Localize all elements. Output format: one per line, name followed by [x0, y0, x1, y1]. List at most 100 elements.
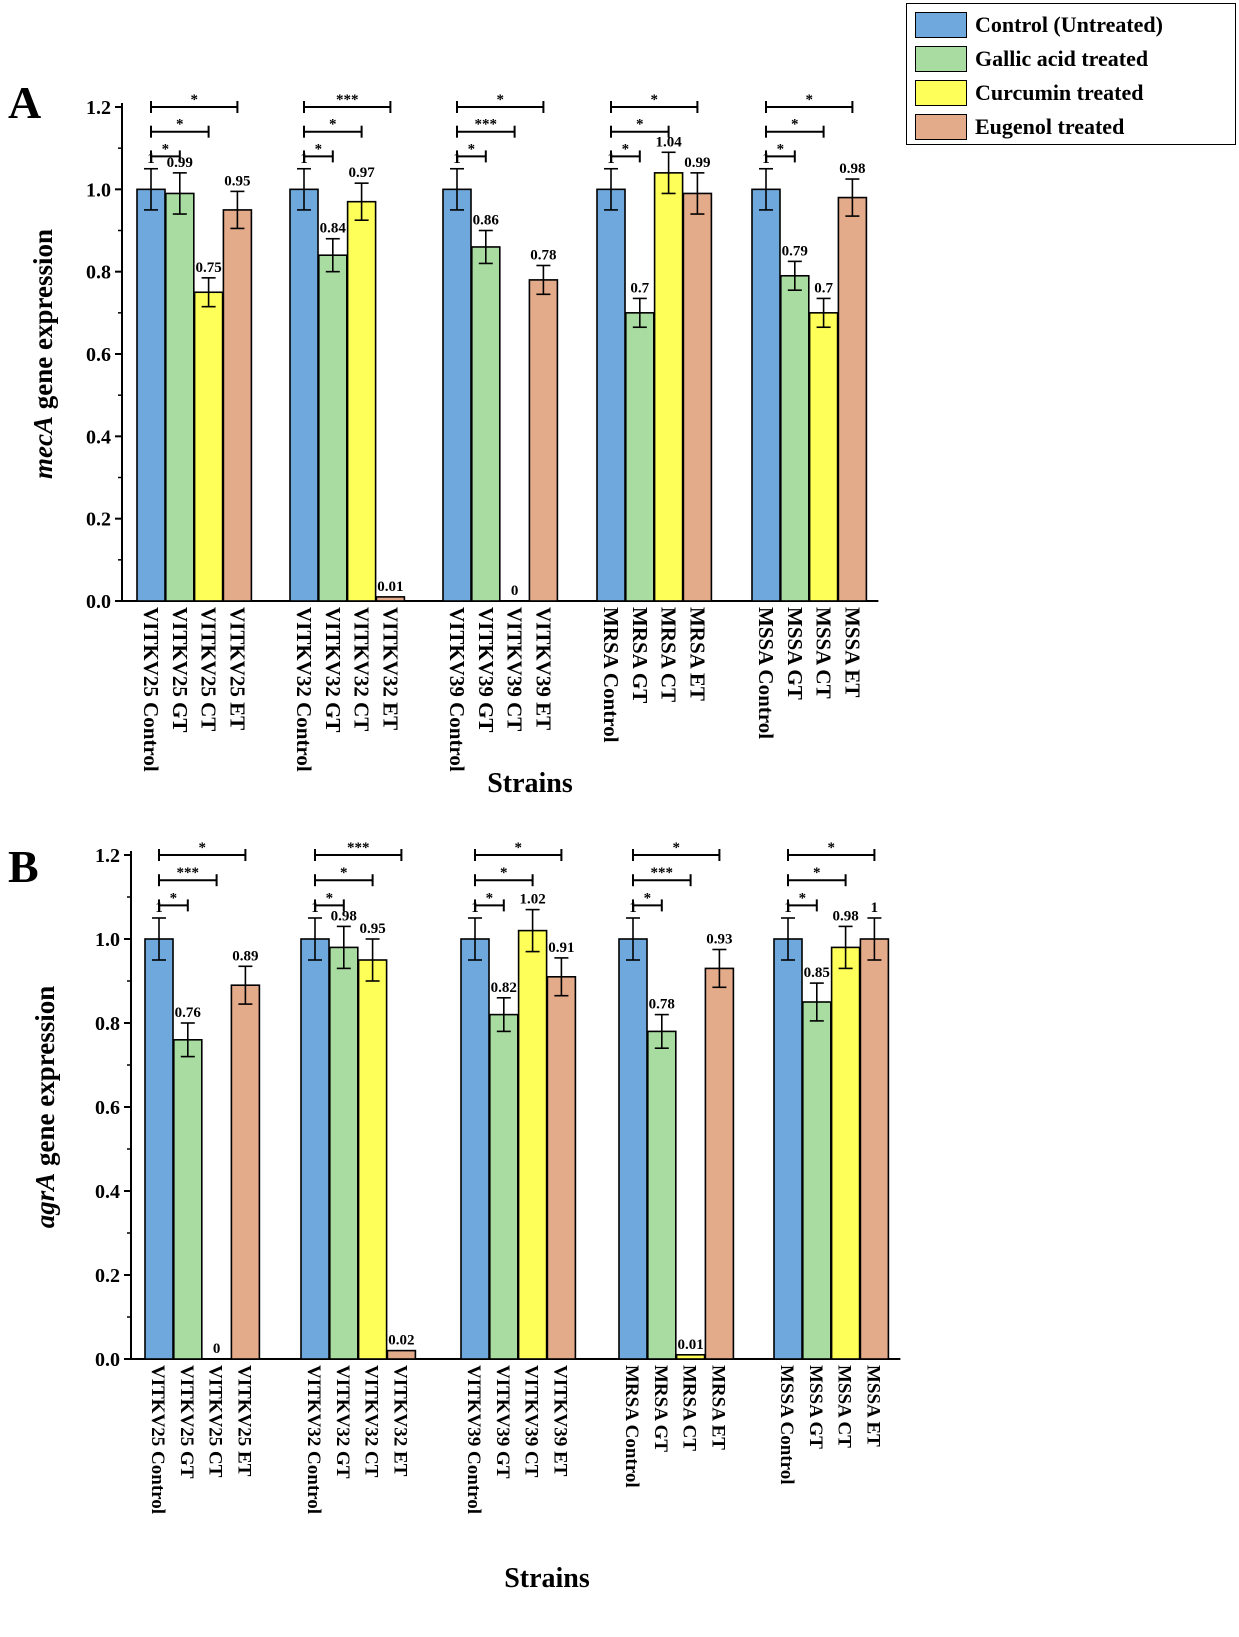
panel-b-significance-label: *** [177, 865, 200, 881]
panel-b-bar-vitkv39-ct-value-label: 1.02 [519, 892, 545, 908]
panel-a-significance-label: * [315, 141, 323, 157]
panel-a-significance-label: * [636, 117, 644, 133]
legend-label-control: Control (Untreated) [975, 12, 1163, 37]
panel-a-bar-mssa-gt [779, 274, 810, 602]
panel-b-bar-vitkv39-gt [488, 1013, 519, 1360]
panel-b-bar-vitkv39-gt-value-label: 0.82 [491, 980, 517, 996]
panel-b-significance-label: * [672, 840, 680, 856]
legend-label-curcumin: Curcumin treated [975, 80, 1144, 105]
panel-a-bar-vitkv39-ct-value-label: 0 [511, 583, 519, 599]
panel-b-bar-mssa-ct-value-label: 0.98 [832, 908, 858, 924]
panel-b-bar-vitkv25-gt [173, 1039, 203, 1360]
panel-b-x-tick-label: MRSA GT [650, 1365, 671, 1452]
panel-a-bar-mrsa-ct [653, 172, 684, 602]
panel-a-bar-vitkv32-ct-value-label: 0.97 [348, 165, 375, 181]
panel-b-y-axis-label: agrA gene expression [30, 986, 60, 1229]
panel-a-x-tick-label: MRSA GT [628, 607, 652, 703]
panel-b-bar-vitkv25-control [144, 938, 174, 1360]
panel-b-bar-vitkv39-et-value-label: 0.91 [548, 940, 574, 956]
panel-b-bar-mssa-gt-value-label: 0.85 [804, 965, 830, 981]
panel-b-x-tick-label: VITKV25 GT [176, 1365, 197, 1479]
panel-a-x-tick-label: VITKV39 GT [474, 607, 498, 732]
panel-b-bar-mssa-ct [830, 946, 861, 1360]
panel-b-y-axis-label-gene: agrA [30, 1173, 60, 1229]
panel-b-x-tick-label: MRSA CT [679, 1365, 700, 1451]
panel-a-x-tick-label: MSSA CT [812, 607, 836, 699]
panel-a-significance-label: * [777, 141, 785, 157]
panel-b-significance-label: * [486, 890, 494, 906]
panel-a-bar-vitkv39-gt-value-label: 0.86 [473, 213, 500, 229]
panel-a-bar-mssa-et [837, 196, 868, 602]
panel-a-significance-label: * [176, 117, 184, 133]
panel-a-bar-vitkv25-gt-value-label: 0.99 [167, 155, 193, 171]
panel-b-bar-mrsa-et-value-label: 0.93 [706, 932, 732, 948]
panel-b-y-axis-label-rest: gene expression [30, 986, 60, 1173]
panel-b-significance-label: * [514, 840, 522, 856]
panel-a-significance-label: *** [336, 92, 359, 108]
panel-a-bar-vitkv25-et [222, 209, 253, 602]
panel-a-bar-vitkv25-control [136, 188, 166, 602]
panel-a-y-axis-label-gene: mecA [28, 416, 58, 479]
panel-a-bar-vitkv32-gt-value-label: 0.84 [320, 221, 347, 237]
panel-a-x-tick-label: MSSA ET [840, 607, 864, 697]
panel-a-bar-mrsa-gt-value-label: 0.7 [630, 280, 649, 296]
panel-a-x-tick-label: MSSA GT [783, 607, 807, 700]
panel-b-x-tick-label: VITKV25 Control [147, 1365, 168, 1514]
legend-item-gallic: Gallic acid treated [915, 46, 1148, 72]
panel-a-bar-mrsa-control [596, 188, 626, 602]
panel-a-bar-vitkv32-control [289, 188, 319, 602]
panel-b-bar-vitkv32-et [386, 1349, 417, 1360]
panel-a-y-tick-label: 0.6 [86, 344, 111, 366]
panel-b-bar-vitkv25-gt-value-label: 0.76 [175, 1005, 202, 1021]
panel-a-y-tick-label: 0.0 [86, 591, 111, 613]
panel-b-x-tick-label: VITKV25 ET [233, 1365, 254, 1477]
panel-b-bar-vitkv32-ct-value-label: 0.95 [359, 921, 385, 937]
panel-b-x-tick-label: MRSA ET [707, 1365, 728, 1450]
panel-b-significance-label: * [340, 865, 348, 881]
panel-b-x-tick-label: VITKV32 Control [303, 1365, 324, 1514]
panel-b-y-tick-label: 1.0 [95, 929, 120, 951]
panel-a-x-tick-label: VITKV32 CT [350, 607, 374, 731]
panel-b-x-tick-label: VITKV32 CT [361, 1365, 382, 1478]
panel-a-bar-vitkv32-et [375, 596, 406, 602]
panel-a-bar-mrsa-et-value-label: 0.99 [684, 155, 710, 171]
panel-a-significance-label: * [329, 117, 337, 133]
legend-swatch-eugenol [915, 114, 967, 140]
panel-a-bar-mssa-ct-value-label: 0.7 [814, 280, 833, 296]
legend-item-control: Control (Untreated) [915, 12, 1163, 38]
panel-a-x-tick-label: VITKV25 ET [225, 607, 249, 730]
panel-a-bar-vitkv32-et-value-label: 0.01 [377, 579, 403, 595]
panel-b-bar-vitkv25-ct-value-label: 0 [213, 1341, 221, 1357]
panel-b-y-tick-label: 1.2 [95, 845, 120, 867]
panel-b-significance-label: * [500, 865, 508, 881]
panel-a-bar-vitkv25-et-value-label: 0.95 [224, 173, 250, 189]
panel-a-bar-mssa-gt-value-label: 0.79 [782, 243, 808, 259]
panel-a-significance-label: * [468, 141, 476, 157]
panel-a-x-tick-label: MRSA ET [685, 607, 709, 701]
panel-b-bar-mssa-et-value-label: 1 [871, 900, 879, 916]
panel-b-bar-vitkv32-gt-value-label: 0.98 [331, 908, 357, 924]
panel-a-bar-vitkv32-gt [317, 254, 348, 602]
panel-b-significance-label: * [198, 840, 206, 856]
panel-b-significance-label: * [813, 865, 821, 881]
panel-b-x-tick-label: VITKV32 ET [389, 1365, 410, 1477]
legend-swatch-control [915, 12, 967, 38]
panel-b-bar-vitkv39-control [460, 938, 490, 1360]
panel-b-significance-label: * [827, 840, 835, 856]
panel-b-significance-label: *** [347, 840, 370, 856]
panel-a-x-tick-label: VITKV32 GT [321, 607, 345, 732]
panel-b-significance-label: * [644, 890, 652, 906]
panel-b-bar-vitkv32-ct [357, 959, 388, 1360]
panel-b-bar-mrsa-ct [675, 1354, 706, 1360]
panel-a-bar-vitkv39-control [442, 188, 472, 602]
panel-b-bar-vitkv39-ct [517, 929, 548, 1360]
panel-a-bar-mrsa-gt [624, 312, 655, 602]
panel-a-significance-label: * [190, 92, 198, 108]
panel-a-y-tick-label: 0.2 [86, 509, 111, 531]
panel-a-bar-vitkv32-ct [346, 200, 377, 602]
panel-b-significance-label: * [170, 890, 178, 906]
panel-a-x-tick-label: VITKV39 CT [503, 607, 527, 731]
panel-a-x-tick-label: VITKV25 CT [197, 607, 221, 731]
legend-swatch-curcumin [915, 80, 967, 106]
panel-a-x-tick-label: VITKV32 Control [292, 607, 316, 772]
